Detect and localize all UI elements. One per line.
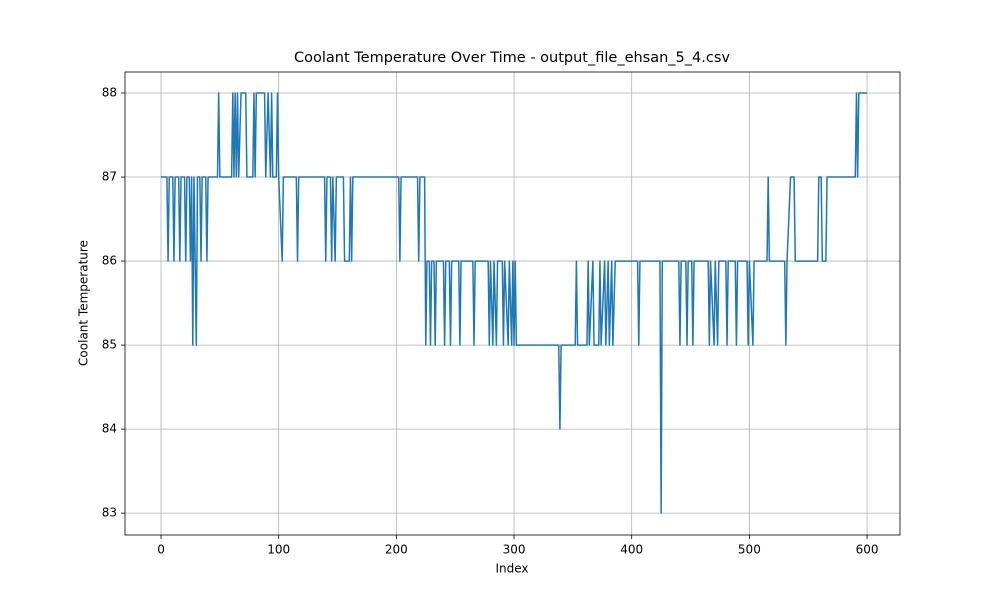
y-tick-label: 83: [102, 506, 117, 520]
x-axis-label: Index: [495, 562, 528, 576]
data-line: [161, 92, 868, 514]
x-tick-label: 600: [856, 543, 879, 557]
y-tick-label: 88: [102, 86, 117, 100]
x-tick-label: 500: [738, 543, 761, 557]
x-tick-label: 400: [620, 543, 643, 557]
x-tick-label: 300: [503, 543, 526, 557]
x-tick-label: 100: [267, 543, 290, 557]
y-axis-label: Coolant Temperature: [77, 240, 91, 366]
chart-title: Coolant Temperature Over Time - output_f…: [294, 50, 730, 66]
y-tick-label: 85: [102, 338, 117, 352]
x-tick-label: 0: [157, 543, 165, 557]
plot-frame: [124, 71, 901, 536]
y-tick-label: 87: [102, 170, 117, 184]
y-tick-label: 86: [102, 254, 117, 268]
y-tick-label: 84: [102, 422, 117, 436]
x-tick-label: 200: [385, 543, 408, 557]
